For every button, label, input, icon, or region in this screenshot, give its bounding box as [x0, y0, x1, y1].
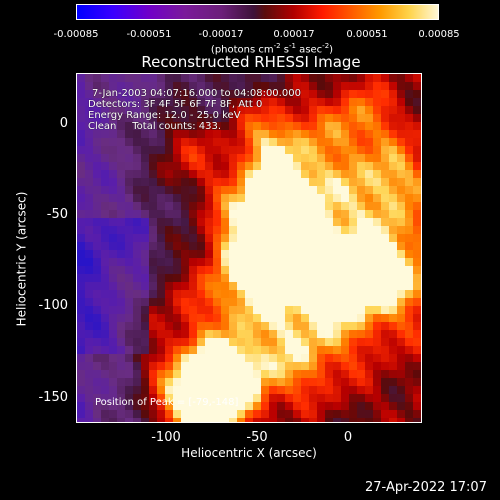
- image-title: Reconstructed RHESSI Image: [141, 53, 361, 71]
- x-tick-label: 0: [343, 430, 353, 445]
- clean-counts-text: Clean Total counts: 433.: [88, 121, 222, 132]
- flux-heatmap: [77, 74, 421, 422]
- x-tick-label: -100: [151, 430, 181, 445]
- detectors-text: Detectors: 3F 4F 5F 6F 7F 8F, Att 0: [88, 99, 263, 110]
- peak-position-text: Position of Peak = [-79,-148]: [95, 397, 239, 408]
- plot-timestamp: 27-Apr-2022 17:07: [365, 480, 487, 495]
- colorbar-tick: -0.00017: [198, 29, 244, 40]
- y-tick-label: -50: [46, 207, 68, 222]
- colorbar-tick: -0.00051: [126, 29, 172, 40]
- time-range-text: 7-Jan-2003 04:07:16.000 to 04:08:00.000: [92, 88, 301, 99]
- x-tick-label: -50: [246, 430, 268, 445]
- colorbar-tick: -0.00085: [53, 29, 99, 40]
- colorbar-unit-label: (photons cm-2 s-1 asec-2): [210, 42, 334, 56]
- y-tick-label: 0: [59, 116, 68, 131]
- y-axis-label: Heliocentric Y (arcsec): [14, 191, 29, 327]
- rhessi-image-plot: 7-Jan-2003 04:07:16.000 to 04:08:00.000 …: [76, 73, 422, 423]
- y-tick-label: -150: [38, 390, 68, 405]
- image-annotation: 7-Jan-2003 04:07:16.000 to 04:08:00.000 …: [88, 88, 301, 132]
- colorbar-tick: 0.00051: [346, 29, 388, 40]
- colorbar: [76, 4, 439, 20]
- colorbar-tick: 0.00085: [418, 29, 460, 40]
- energy-range-text: Energy Range: 12.0 - 25.0 keV: [88, 110, 241, 121]
- x-axis-label: Heliocentric X (arcsec): [181, 446, 317, 460]
- colorbar-tick: 0.00017: [273, 29, 315, 40]
- y-tick-label: -100: [38, 298, 68, 313]
